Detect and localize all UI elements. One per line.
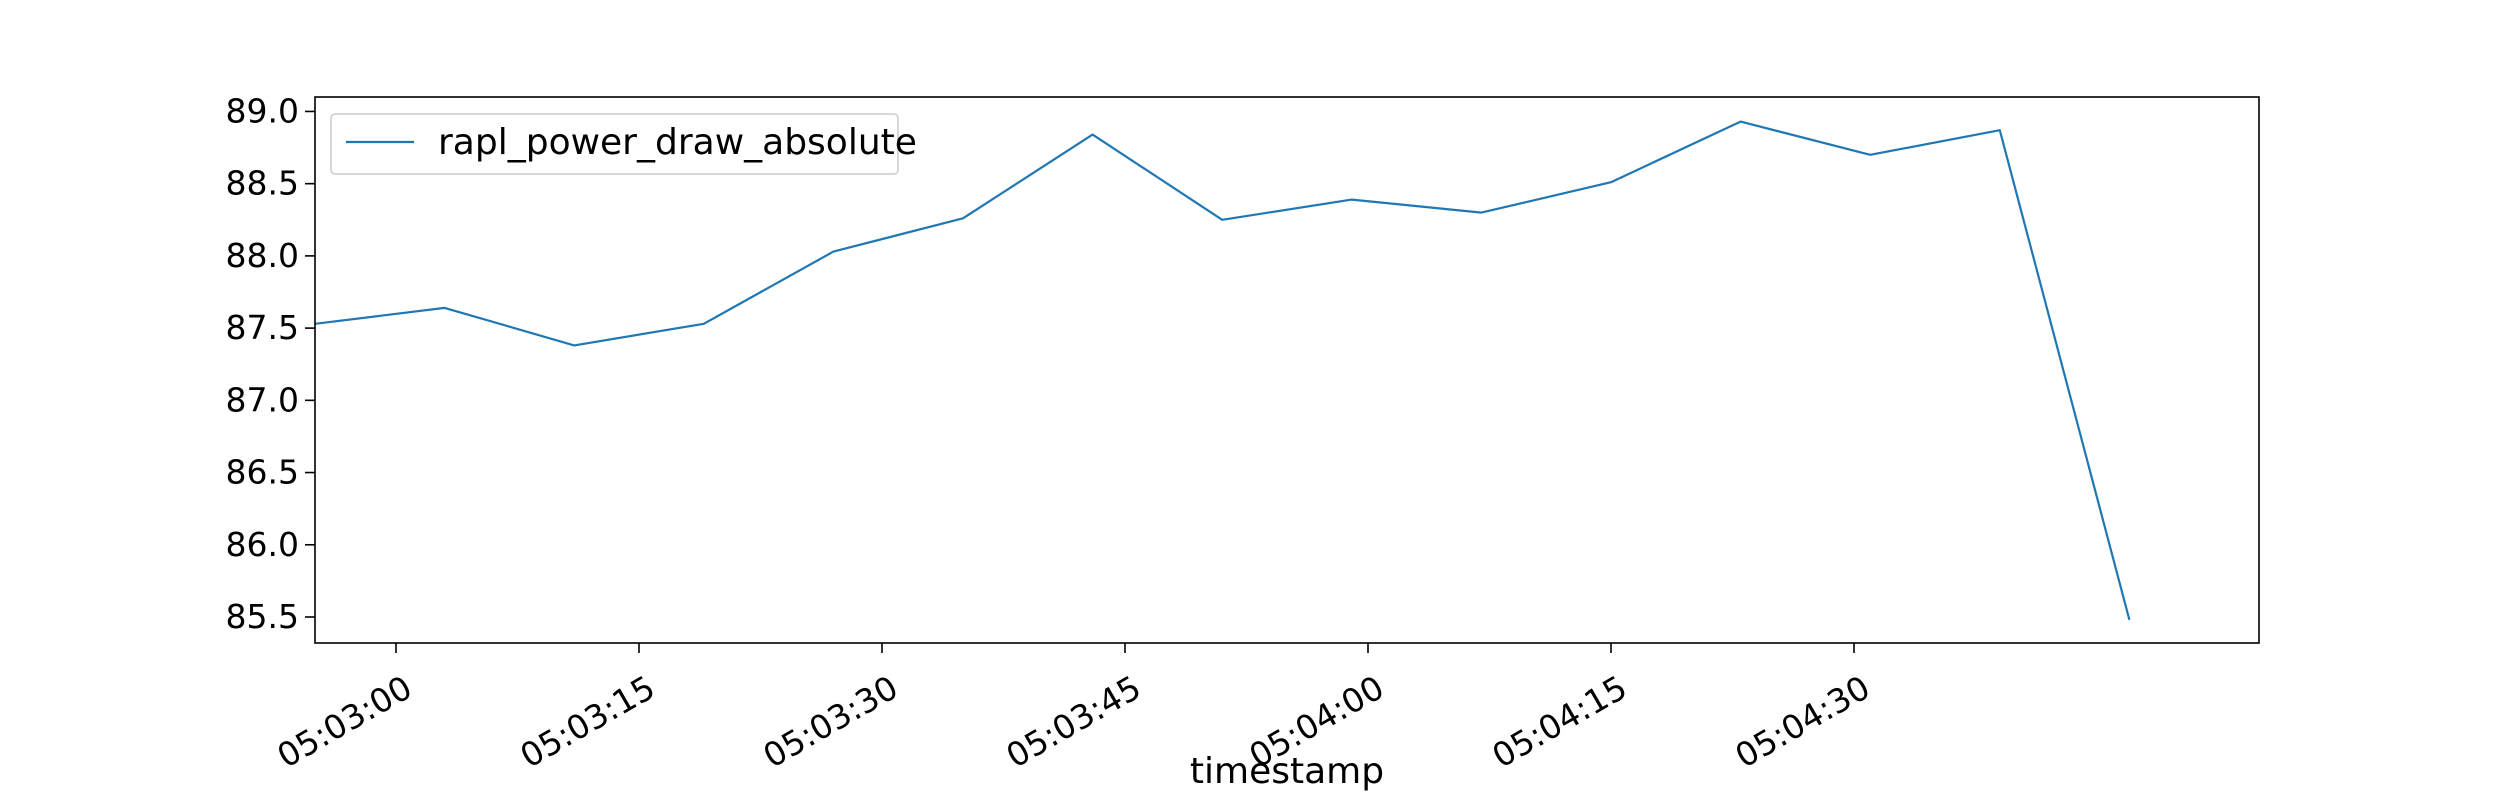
y-tick-label: 89.0 [226,91,299,130]
legend: rapl_power_draw_absolute [330,113,917,175]
y-axis: 85.5 86.0 86.5 87.0 87.5 88.0 88.5 89.0 [226,91,315,636]
legend-label: rapl_power_draw_absolute [438,122,917,163]
y-tick-label: 86.0 [226,525,299,564]
x-axis-label: timestamp [1190,751,1384,792]
series-layer [314,120,2131,621]
y-tick-label: 87.0 [226,380,299,419]
series-line-0 [314,120,2131,621]
y-tick-label: 86.5 [226,453,299,492]
legend-box [330,113,899,175]
y-tick-label: 85.5 [226,597,299,636]
plot-frame [314,96,2260,644]
y-tick-label: 88.0 [226,236,299,275]
y-tick-label: 88.5 [226,164,299,203]
y-tick-label: 87.5 [226,308,299,347]
